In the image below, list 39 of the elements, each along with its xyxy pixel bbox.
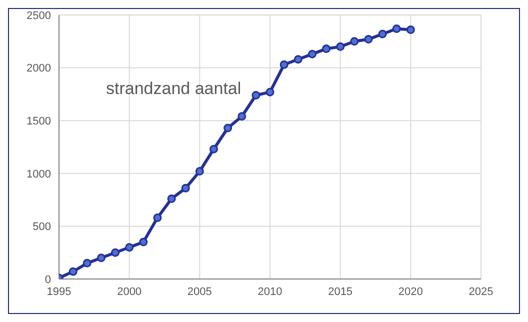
point [252, 91, 260, 100]
y-tick-label: 0 [44, 274, 51, 286]
point [68, 267, 78, 276]
point [378, 30, 387, 38]
point [153, 214, 162, 222]
point [224, 124, 232, 132]
point [392, 24, 401, 33]
point [167, 194, 176, 203]
text: strandzand aantal [106, 79, 242, 99]
x-tick-label: 1995 [46, 286, 72, 298]
x-tick-label: 2000 [117, 286, 142, 298]
point [308, 50, 316, 58]
point [406, 26, 415, 34]
point [82, 258, 92, 268]
y-tick-label: 2500 [26, 10, 51, 22]
point [139, 238, 148, 246]
point [336, 42, 345, 51]
point [96, 254, 106, 262]
x-tick-label: 2010 [258, 286, 282, 298]
point [266, 88, 274, 96]
point [111, 248, 120, 257]
point [125, 243, 134, 252]
x-tick-label: 2025 [468, 286, 494, 298]
point [238, 112, 246, 121]
point [195, 167, 204, 176]
point [350, 37, 359, 46]
y-tick-label: 1500 [26, 116, 51, 128]
x-tick-label: 2005 [187, 286, 212, 298]
point [294, 55, 302, 64]
x-tick-label: 2020 [398, 286, 423, 298]
point [364, 35, 373, 44]
point [209, 144, 218, 154]
y-tick-label: 1000 [26, 168, 51, 180]
y-tick-label: 500 [32, 221, 51, 234]
point [280, 60, 288, 69]
x-tick-label: 2015 [328, 286, 353, 298]
y-tick-label: 2000 [26, 62, 51, 75]
point [181, 184, 190, 192]
point [322, 44, 331, 54]
